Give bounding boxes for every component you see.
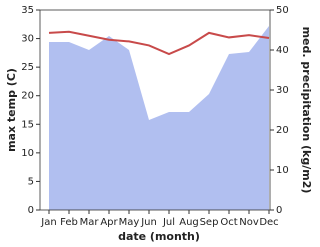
x-tick-label: Dec <box>259 217 278 228</box>
x-tick-label: Jul <box>162 217 175 228</box>
y2-tick-label: 30 <box>276 85 289 96</box>
x-tick-label: Apr <box>100 217 118 228</box>
x-axis-label: date (month) <box>118 230 200 243</box>
y2-tick-label: 50 <box>276 5 289 16</box>
y2-tick-label: 0 <box>276 205 282 216</box>
x-tick-label: Jun <box>140 217 157 228</box>
y-tick-label: 35 <box>21 5 34 16</box>
x-tick-label: Mar <box>80 217 100 228</box>
y-tick-label: 20 <box>21 91 34 102</box>
x-tick-label: Feb <box>60 217 78 228</box>
y-axis-label: max temp (C) <box>5 68 18 152</box>
x-tick-label: May <box>119 217 140 228</box>
y-tick-label: 5 <box>28 176 34 187</box>
y2-tick-label: 40 <box>276 45 289 56</box>
y2-tick-label: 20 <box>276 125 289 136</box>
plot-frame <box>39 9 271 211</box>
y-tick-label: 30 <box>21 34 34 45</box>
y-tick-label: 0 <box>28 205 34 216</box>
x-tick-label: Oct <box>220 217 237 228</box>
y2-axis-label: med. precipitation (kg/m2) <box>300 27 313 194</box>
precipitation-area <box>49 26 269 210</box>
x-tick-label: Sep <box>200 217 219 228</box>
y-tick-label: 25 <box>21 62 34 73</box>
temperature-line <box>48 30 270 56</box>
y-tick-label: 10 <box>21 148 34 159</box>
y-tick-label: 15 <box>21 119 34 130</box>
x-tick-label: Jan <box>40 217 56 228</box>
x-tick-label: Nov <box>239 217 259 228</box>
x-tick-label: Aug <box>179 217 199 228</box>
y2-tick-label: 10 <box>276 165 289 176</box>
